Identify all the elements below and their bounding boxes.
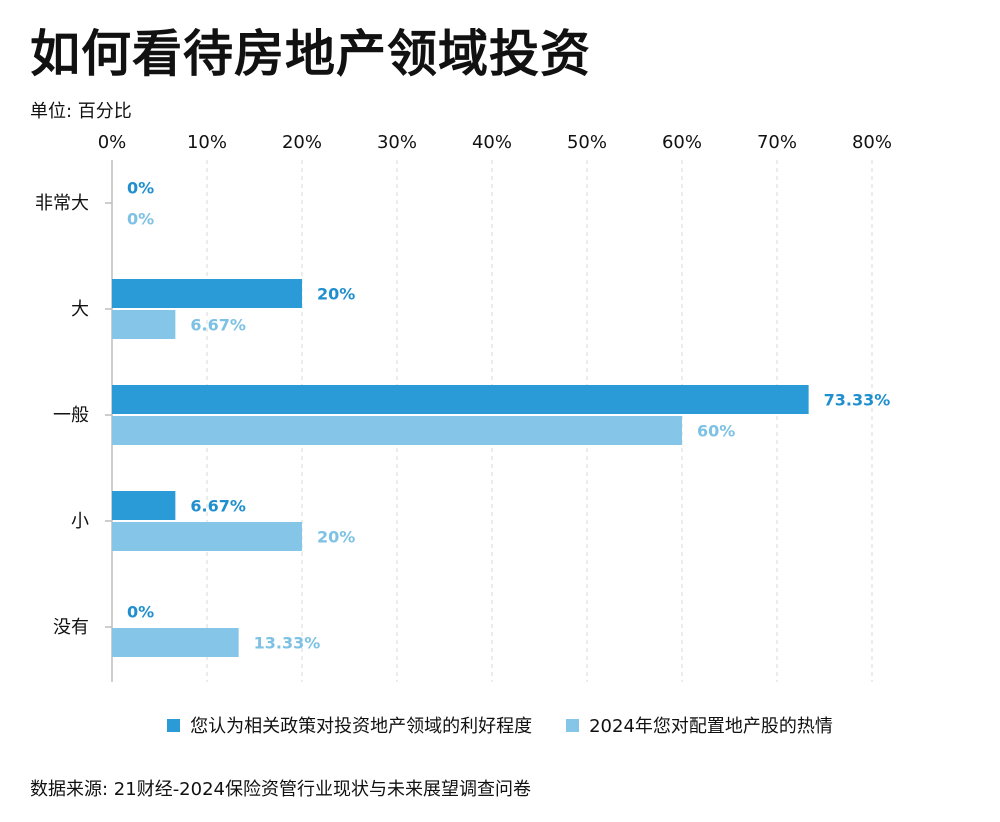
data-source: 数据来源: 21财经-2024保险资管行业现状与未来展望调查问卷 <box>30 779 531 800</box>
data-label-series1: 6.67% <box>190 497 246 516</box>
legend: 您认为相关政策对投资地产领域的利好程度 2024年您对配置地产股的热情 <box>0 712 1000 738</box>
x-tick-label: 50% <box>567 132 607 153</box>
bar-series2[interactable] <box>112 310 176 339</box>
category-label: 小 <box>71 511 89 532</box>
bars <box>112 279 809 657</box>
x-tick-label: 30% <box>377 132 417 153</box>
x-tick-label: 0% <box>98 132 127 153</box>
data-label-series2: 20% <box>317 528 355 547</box>
data-label-series2: 6.67% <box>190 316 246 335</box>
category-label: 没有 <box>53 617 89 638</box>
data-label-series2: 13.33% <box>254 634 321 653</box>
x-tick-label: 40% <box>472 132 512 153</box>
data-label-series1: 20% <box>317 285 355 304</box>
x-axis-ticks: 0% 10% 20% 30% 40% 50% 60% 70% 80% <box>98 132 892 153</box>
x-tick-label: 70% <box>757 132 797 153</box>
chart-title: 如何看待房地产领域投资 <box>30 25 591 83</box>
bar-series1[interactable] <box>112 385 809 414</box>
x-tick-label: 60% <box>662 132 702 153</box>
data-label-series1: 73.33% <box>824 391 891 410</box>
category-label: 一般 <box>53 405 89 426</box>
bar-series2[interactable] <box>112 416 682 445</box>
legend-label-series2: 2024年您对配置地产股的热情 <box>589 716 833 737</box>
legend-item-series1[interactable]: 您认为相关政策对投资地产领域的利好程度 <box>167 712 532 738</box>
legend-item-series2[interactable]: 2024年您对配置地产股的热情 <box>566 712 833 738</box>
category-label: 非常大 <box>35 193 89 214</box>
data-label-series2: 0% <box>127 210 154 229</box>
bar-series2[interactable] <box>112 628 239 657</box>
category-label: 大 <box>71 299 89 320</box>
legend-swatch-series1 <box>167 718 181 732</box>
data-label-series1: 0% <box>127 603 154 622</box>
data-label-series1: 0% <box>127 179 154 198</box>
x-tick-label: 80% <box>852 132 892 153</box>
legend-label-series1: 您认为相关政策对投资地产领域的利好程度 <box>190 716 533 737</box>
unit-label: 单位: 百分比 <box>30 101 132 122</box>
legend-swatch-series2 <box>566 718 580 732</box>
x-tick-label: 20% <box>282 132 322 153</box>
data-labels: 0% 0% 20% 6.67% 73.33% 60% 6.67% 20% 0% 13.33% <box>127 179 890 653</box>
x-tick-label: 10% <box>187 132 227 153</box>
data-label-series2: 60% <box>697 422 735 441</box>
bar-series1[interactable] <box>112 491 176 520</box>
bar-series1[interactable] <box>112 279 302 308</box>
bar-series2[interactable] <box>112 522 302 551</box>
